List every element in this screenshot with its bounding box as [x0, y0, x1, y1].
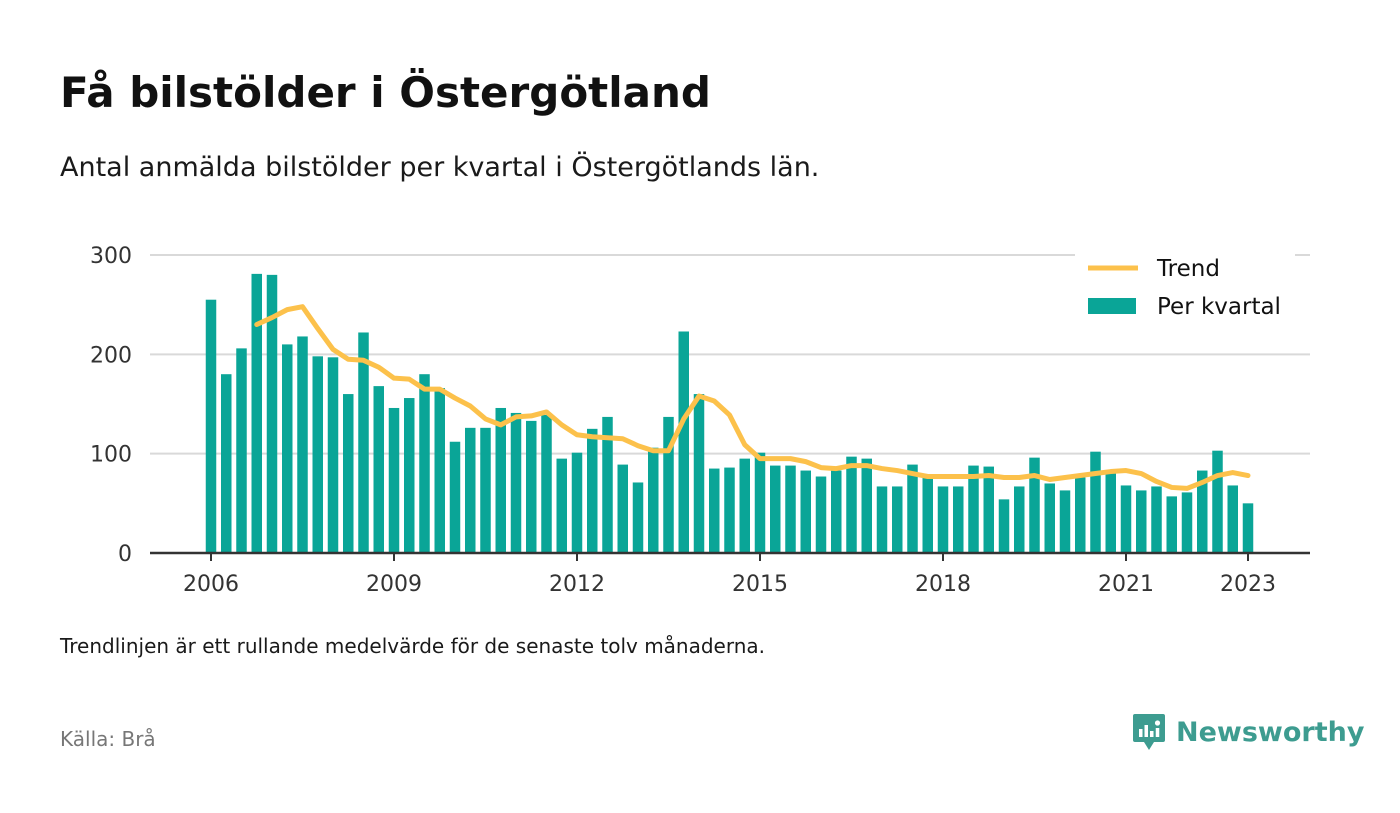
x-tick-label: 2015 [732, 572, 788, 597]
legend: Trend Per kvartal [1075, 248, 1295, 328]
bar-per-kvartal [404, 398, 415, 553]
y-tick-label: 100 [90, 443, 132, 468]
bar-per-kvartal [1197, 470, 1208, 553]
bar-per-kvartal [1090, 451, 1101, 553]
bar-per-kvartal [282, 344, 293, 553]
bar-per-kvartal [602, 416, 613, 553]
bar-per-kvartal [358, 332, 369, 553]
legend-bars-swatch [1088, 298, 1136, 314]
bar-per-kvartal [968, 465, 979, 553]
x-tick-label: 2023 [1220, 572, 1276, 597]
bar-per-kvartal [541, 414, 552, 553]
bar-per-kvartal [815, 476, 827, 553]
bar-per-kvartal [1227, 485, 1238, 553]
bar-per-kvartal [1151, 486, 1162, 553]
bar-per-kvartal [1136, 490, 1147, 553]
x-tick-label: 2009 [366, 572, 422, 597]
bar-per-kvartal [922, 476, 933, 553]
x-tick-label: 2021 [1098, 572, 1154, 597]
bar-per-kvartal [327, 357, 339, 553]
legend-background [1075, 248, 1295, 328]
bar-per-kvartal [434, 388, 445, 553]
bar-per-kvartal [1105, 473, 1116, 553]
bar-per-kvartal [998, 499, 1010, 553]
bar-per-kvartal [587, 428, 598, 553]
bar-per-kvartal [449, 441, 461, 553]
legend-trend-label: Trend [1156, 256, 1220, 282]
y-tick-label: 0 [118, 542, 132, 567]
bar-per-kvartal [800, 470, 811, 553]
bar-per-kvartal [785, 465, 796, 553]
bar-per-kvartal [1166, 496, 1177, 553]
y-tick-label: 200 [90, 343, 132, 368]
bar-per-kvartal [1014, 486, 1025, 553]
y-tick-label: 300 [90, 244, 132, 269]
bar-per-kvartal [221, 374, 232, 553]
legend-bars-label: Per kvartal [1157, 294, 1281, 320]
brand-name: Newsworthy [1176, 716, 1365, 748]
bar-per-kvartal [1181, 492, 1193, 553]
x-axis [150, 551, 1310, 561]
bar-per-kvartal [739, 458, 750, 553]
bar-per-kvartal [1044, 483, 1055, 553]
brand-logo[interactable]: Newsworthy [1132, 712, 1364, 752]
trend-series [254, 304, 1251, 491]
bar-per-kvartal [770, 465, 781, 553]
bar-per-kvartal [526, 420, 537, 553]
bars-per-kvartal [205, 273, 1254, 553]
bar-per-kvartal [236, 348, 247, 553]
x-tick-label: 2012 [549, 572, 605, 597]
y-axis-labels: 0 100 200 300 [90, 244, 132, 567]
chart-note: Trendlinjen är ett rullande medelvärde f… [60, 634, 766, 658]
bar-per-kvartal [693, 394, 705, 553]
bar-per-kvartal [373, 386, 384, 553]
bar-per-kvartal [312, 356, 323, 553]
bar-per-kvartal [1075, 477, 1086, 553]
source-label: Källa: Brå [60, 727, 156, 751]
bar-per-kvartal [953, 486, 964, 553]
bar-per-kvartal [495, 407, 506, 553]
bar-per-kvartal [205, 299, 217, 553]
bar-per-kvartal [846, 456, 857, 553]
bar-per-kvartal [556, 458, 567, 553]
bar-per-kvartal [663, 416, 674, 553]
bar-per-kvartal [831, 470, 842, 553]
x-tick-label: 2006 [183, 572, 239, 597]
chart-subtitle: Antal anmälda bilstölder per kvartal i Ö… [60, 152, 820, 183]
bar-per-kvartal [892, 486, 903, 553]
bar-per-kvartal [1059, 490, 1071, 553]
bar-per-kvartal [632, 482, 644, 553]
bar-per-kvartal [754, 452, 766, 553]
bar-per-kvartal [480, 427, 491, 553]
bar-per-kvartal [937, 486, 949, 553]
bar-per-kvartal [251, 273, 262, 553]
bar-per-kvartal [388, 407, 400, 553]
bar-per-kvartal [1212, 450, 1223, 553]
chart-title: Få bilstölder i Östergötland [60, 68, 711, 117]
bar-per-kvartal [678, 331, 689, 553]
bar-per-kvartal [861, 458, 872, 553]
bar-per-kvartal [709, 468, 720, 553]
bar-per-kvartal [571, 452, 583, 553]
x-tick-label: 2018 [915, 572, 971, 597]
bar-per-kvartal [343, 394, 354, 553]
bar-per-kvartal [876, 486, 888, 553]
bar-per-kvartal [266, 274, 278, 553]
bar-per-kvartal [1120, 485, 1132, 553]
x-axis-labels: 2006 2009 2012 2015 2018 2021 2023 [183, 572, 1276, 597]
bar-per-kvartal [1029, 457, 1040, 553]
bar-per-kvartal [907, 464, 918, 553]
bar-per-kvartal [297, 336, 308, 553]
bar-per-kvartal [724, 467, 735, 553]
bar-per-kvartal [419, 374, 430, 553]
bar-per-kvartal [617, 464, 628, 553]
bar-per-kvartal [648, 447, 659, 553]
trend-line [254, 304, 1251, 491]
bar-per-kvartal [1242, 503, 1254, 553]
bar-per-kvartal [465, 427, 476, 553]
newsworthy-logo-icon [1133, 714, 1165, 750]
bar-per-kvartal [510, 412, 522, 553]
bar-per-kvartal [983, 466, 994, 553]
